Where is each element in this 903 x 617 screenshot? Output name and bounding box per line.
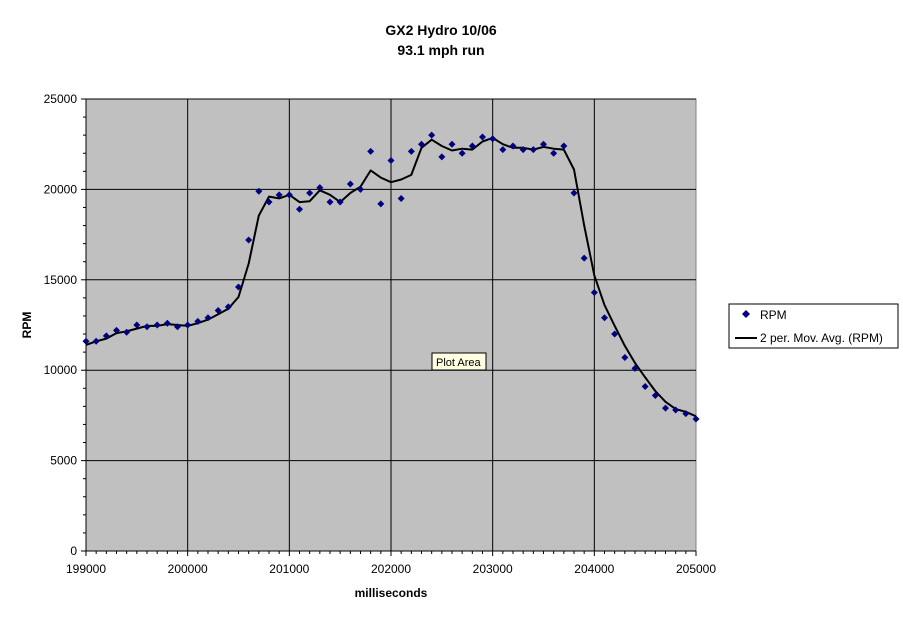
chart-title: GX2 Hydro 10/06 (385, 22, 496, 38)
rpm-data-point (235, 283, 242, 291)
rpm-data-point (468, 142, 476, 150)
rpm-data-point (265, 198, 273, 206)
rpm-data-point (204, 314, 212, 322)
rpm-data-point (174, 323, 181, 331)
axes: 0 5000 10000 15000 20000 25000 199000 200000 201… (44, 92, 717, 576)
rpm-data-point (123, 328, 131, 336)
rpm-data-point (102, 332, 110, 340)
rpm-data-point (214, 307, 222, 315)
rpm-data-point (306, 189, 314, 197)
rpm-scatter-series (82, 131, 700, 423)
grid-lines (86, 98, 696, 551)
rpm-data-point (275, 191, 283, 199)
rpm-data-point (631, 364, 639, 372)
rpm-data-point (560, 142, 568, 150)
y-tick-label: 0 (70, 544, 77, 558)
rpm-data-point (540, 140, 547, 148)
y-axis-title: RPM (20, 312, 34, 339)
rpm-data-point (509, 142, 517, 150)
rpm-data-point (621, 354, 629, 362)
rpm-data-point (438, 153, 446, 161)
rpm-data-point (92, 337, 100, 345)
rpm-data-point (529, 146, 537, 154)
rpm-data-point (611, 330, 619, 338)
x-tick-label: 203000 (473, 562, 513, 576)
y-tick-label: 25000 (44, 92, 78, 106)
tooltip-label: Plot Area (436, 357, 482, 369)
rpm-data-point (296, 205, 303, 213)
rpm-data-point (367, 147, 375, 155)
rpm-data-point (357, 185, 364, 193)
rpm-data-point (82, 337, 90, 345)
legend-label-moving-average: 2 per. Mov. Avg. (RPM) (760, 331, 883, 345)
rpm-data-point (418, 140, 425, 148)
x-tick-label: 200000 (168, 562, 208, 576)
rpm-data-point (194, 317, 202, 325)
x-tick-label: 199000 (66, 562, 106, 576)
rpm-data-point (692, 415, 700, 423)
rpm-data-point (590, 288, 598, 296)
rpm-data-point (570, 189, 578, 197)
rpm-data-point (143, 323, 151, 331)
rpm-data-point (428, 131, 436, 139)
rpm-data-point (550, 149, 558, 157)
chart-subtitle: 93.1 mph run (397, 42, 484, 58)
x-tick-label: 202000 (371, 562, 411, 576)
rpm-data-point (133, 321, 141, 329)
legend-label-rpm: RPM (760, 308, 787, 322)
rpm-data-point (184, 321, 192, 329)
rpm-data-point (326, 198, 334, 206)
rpm-data-point (489, 135, 497, 143)
rpm-data-point (377, 200, 385, 208)
legend-marker-rpm (742, 310, 750, 318)
plot-area-tooltip: Plot Area (431, 352, 487, 371)
x-tick-label: 201000 (269, 562, 309, 576)
rpm-data-point (285, 191, 293, 199)
legend-box (728, 303, 899, 349)
rpm-data-point (662, 404, 669, 412)
rpm-data-point (153, 321, 161, 329)
rpm-data-point (672, 406, 680, 414)
rpm-data-point (397, 194, 405, 202)
rpm-data-point (641, 382, 649, 390)
rpm-data-point (407, 147, 415, 155)
rpm-data-point (519, 146, 527, 154)
x-axis-title: milliseconds (355, 586, 428, 600)
rpm-data-point (580, 254, 588, 262)
x-tick-label: 205000 (676, 562, 716, 576)
rpm-data-point (245, 236, 253, 244)
x-tick-label: 204000 (574, 562, 614, 576)
y-tick-label: 10000 (44, 363, 78, 377)
rpm-data-point (499, 146, 507, 154)
rpm-data-point (651, 392, 659, 400)
rpm-data-point (224, 303, 232, 311)
legend[interactable]: RPM 2 per. Mov. Avg. (RPM) (728, 303, 899, 349)
rpm-data-point (458, 149, 466, 157)
rpm-data-point (346, 180, 354, 188)
rpm-data-point (255, 187, 263, 195)
rpm-data-point (682, 410, 690, 418)
rpm-data-point (316, 184, 324, 192)
rpm-data-point (479, 133, 486, 141)
y-tick-label: 20000 (44, 182, 78, 196)
rpm-data-point (448, 140, 456, 148)
y-tick-label: 5000 (50, 454, 77, 468)
y-tick-label: 15000 (44, 273, 78, 287)
tooltip-box (431, 352, 487, 371)
rpm-data-point (387, 156, 395, 164)
rpm-data-point (336, 198, 344, 206)
rpm-data-point (163, 319, 171, 327)
rpm-data-point (113, 326, 120, 334)
rpm-data-point (601, 314, 608, 322)
